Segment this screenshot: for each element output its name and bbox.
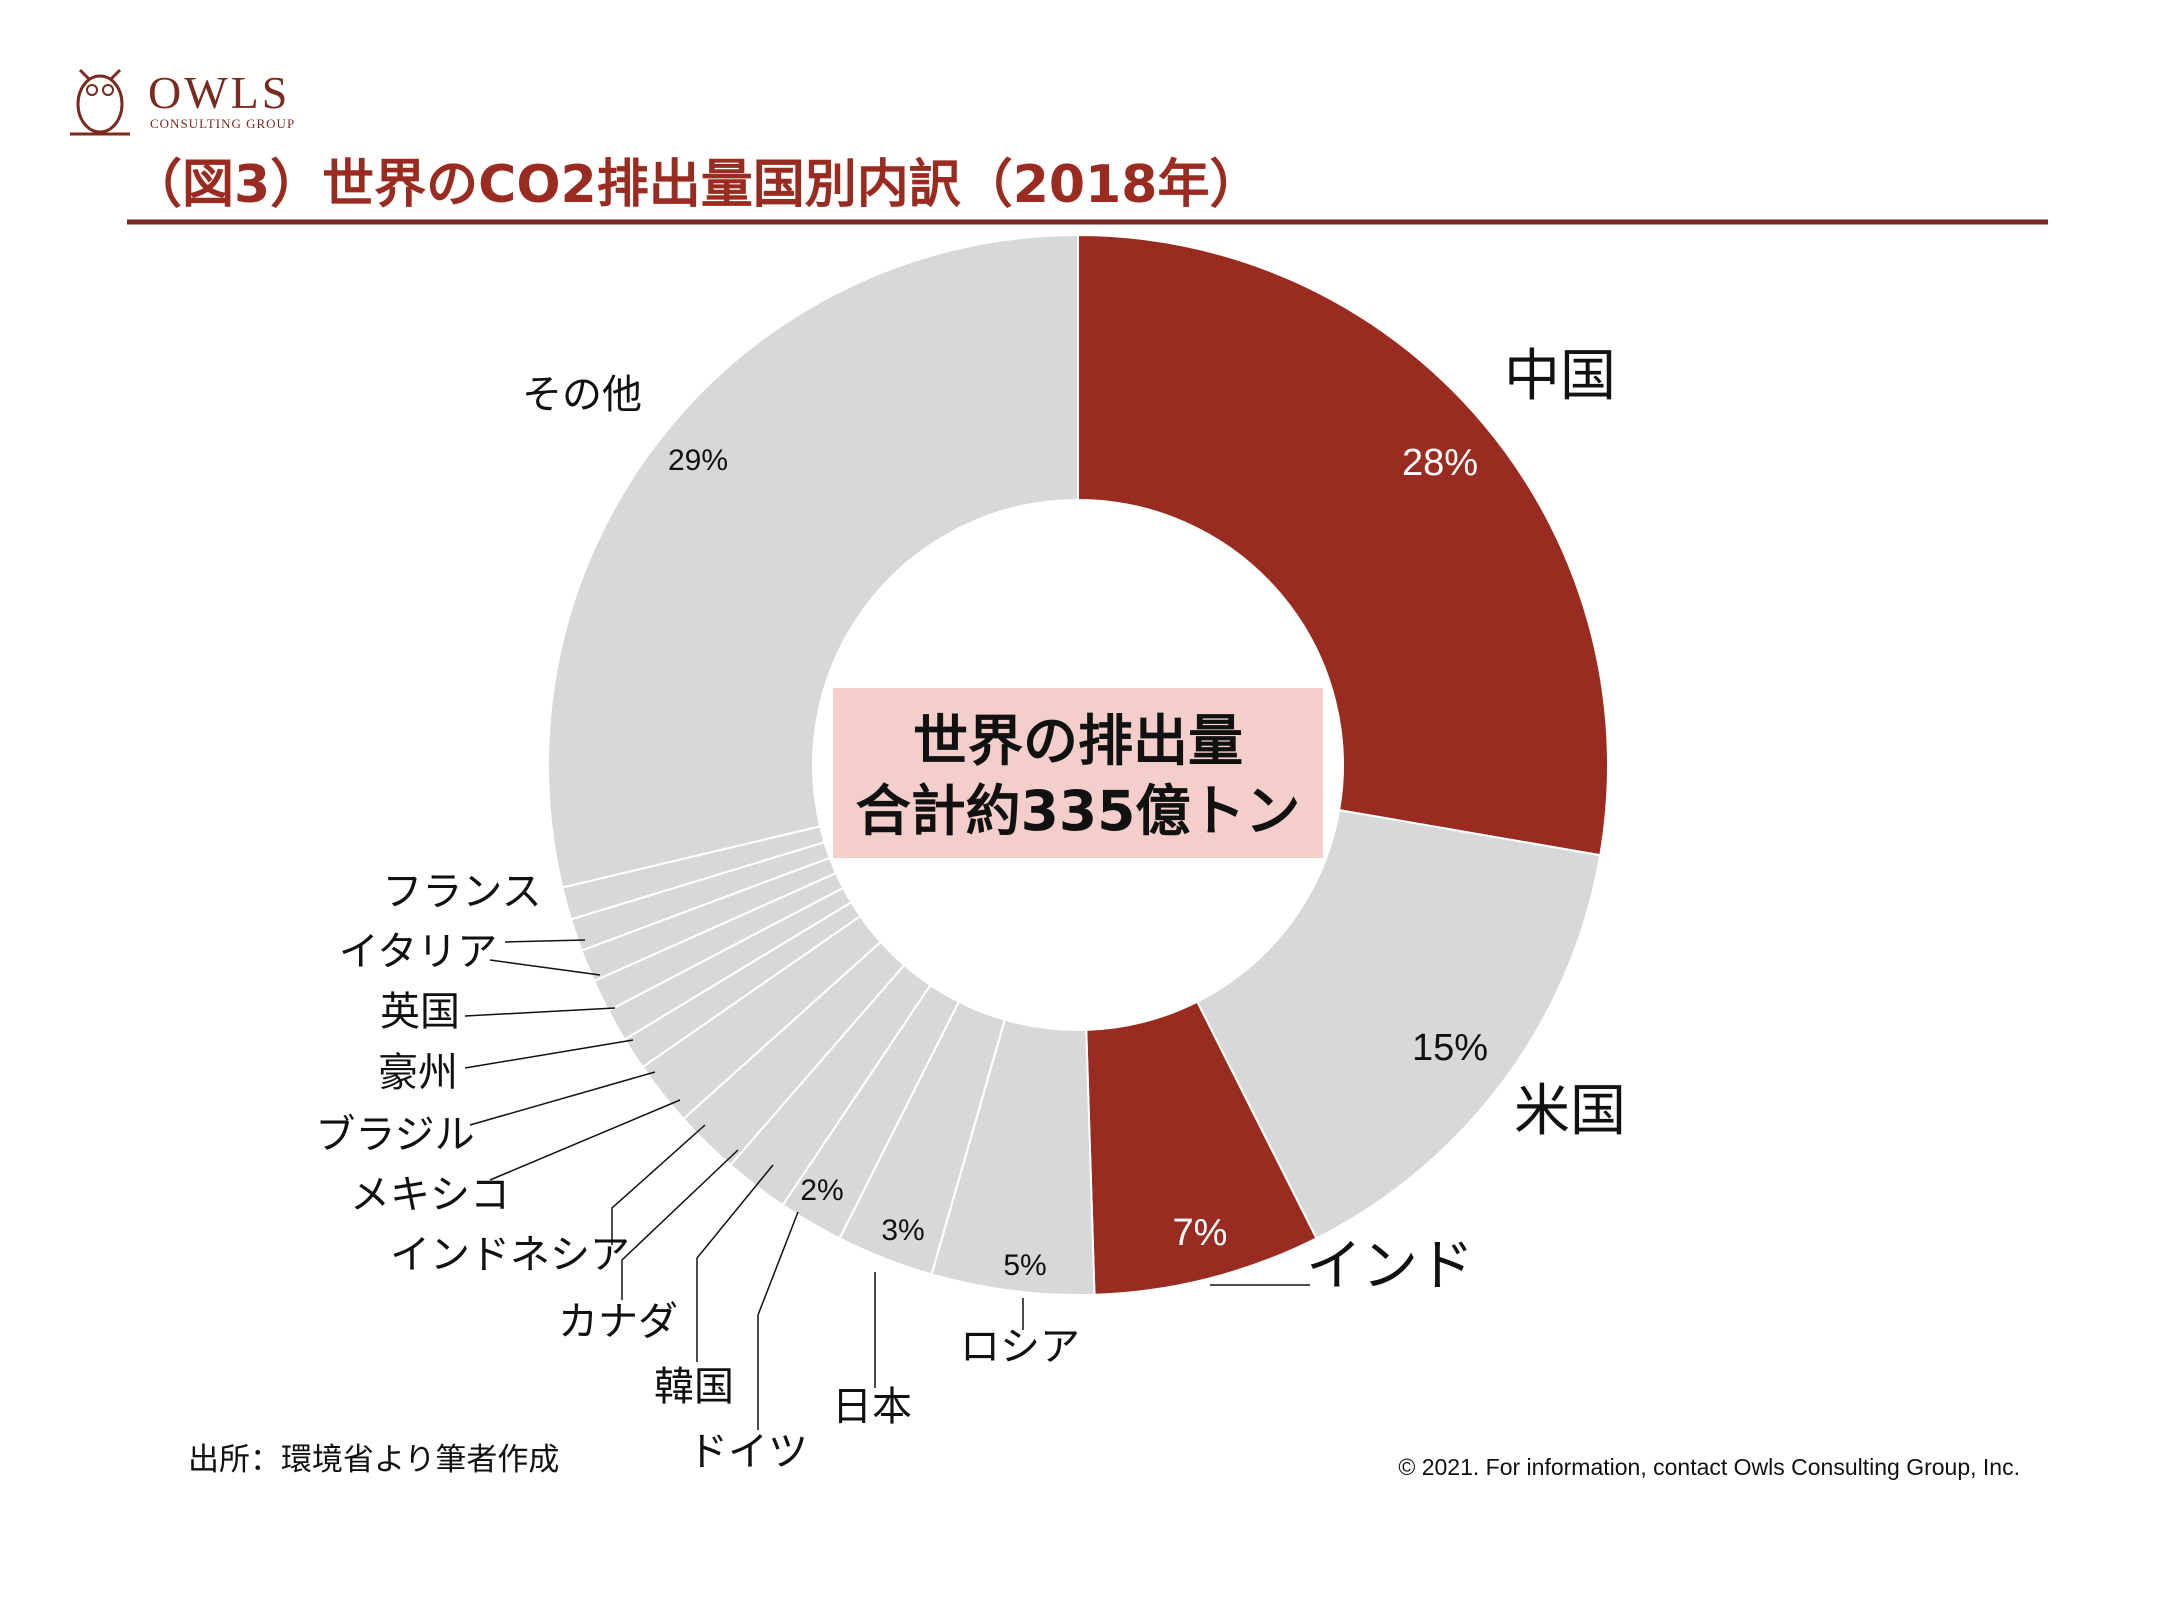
slice-label: フランス — [382, 869, 541, 915]
donut-chart: 中国 28% 米国 15% インド 7% ロシア 5% 日本 3% ドイツ 2% 韓国 カナダ インドネシア… — [315, 233, 1626, 1475]
leader-line-slice-7 — [621, 1149, 739, 1300]
leader-line-slice-10 — [469, 1071, 656, 1126]
donut-slice-15 — [547, 233, 1079, 889]
source-note: 出所：環境省より筆者作成 — [188, 1442, 559, 1478]
brand-name: OWLS — [148, 67, 290, 118]
brand-tagline: CONSULTING GROUP — [150, 116, 295, 131]
slice-label: 豪州 — [378, 1050, 458, 1096]
leader-line-slice-13 — [489, 959, 601, 976]
slice-label: カナダ — [558, 1299, 678, 1345]
slice-value-label: 15% — [1412, 1027, 1488, 1069]
slice-label: 日本 — [832, 1384, 912, 1430]
slice-value-label: 28% — [1402, 442, 1478, 484]
slice-label: インド — [1306, 1234, 1474, 1299]
slice-label: 韓国 — [654, 1364, 734, 1410]
slice-label: 米国 — [1514, 1079, 1626, 1144]
donut-slice-1 — [1195, 808, 1602, 1240]
leader-line-slice-11 — [464, 1039, 634, 1069]
slice-label: イタリア — [339, 929, 497, 975]
slice-label: ロシア — [960, 1324, 1080, 1370]
donut-slice-0 — [1077, 233, 1609, 857]
owl-logo-icon — [70, 68, 130, 136]
slice-value-label: 5% — [1003, 1249, 1046, 1282]
copyright-note: © 2021. For information, contact Owls Co… — [1398, 1454, 2020, 1480]
center-label-line1: 世界の排出量 — [913, 709, 1243, 773]
slice-label: 英国 — [380, 989, 460, 1035]
center-label-line2: 合計約335億トン — [856, 779, 1301, 843]
slice-label: インドネシア — [390, 1232, 630, 1278]
leader-line-slice-5 — [757, 1211, 799, 1430]
leader-line-slice-9 — [489, 1099, 681, 1181]
slice-label: ドイツ — [688, 1429, 808, 1475]
leader-line-slice-6 — [696, 1164, 774, 1362]
leader-line-slice-14 — [504, 939, 586, 943]
slice-label: メキシコ — [350, 1172, 510, 1218]
slice-label: ブラジル — [315, 1112, 474, 1158]
leader-line-slice-8 — [611, 1124, 706, 1245]
slice-value-label: 7% — [1173, 1212, 1228, 1254]
slice-value-label: 2% — [800, 1174, 843, 1207]
leader-line-slice-12 — [464, 1007, 616, 1017]
center-label-box — [833, 688, 1323, 858]
page-title: （図3）世界のCO2排出量国別内訳（2018年） — [130, 155, 1261, 215]
slice-value-label: 29% — [668, 444, 728, 477]
slice-label: 中国 — [1504, 344, 1616, 409]
slice-value-label: 3% — [881, 1214, 924, 1247]
slice-label: その他 — [522, 372, 642, 418]
